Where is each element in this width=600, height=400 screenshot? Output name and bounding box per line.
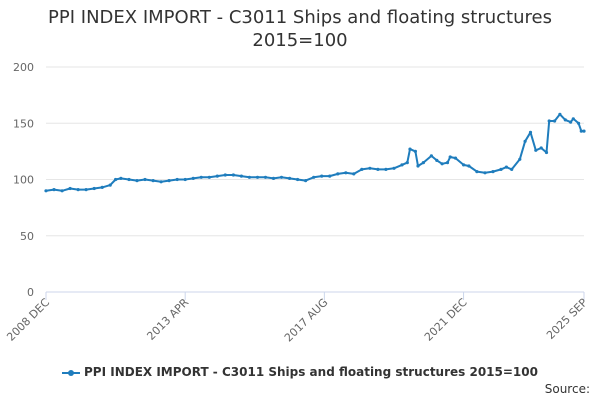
data-point-67 xyxy=(528,130,533,134)
data-point-9 xyxy=(114,177,118,182)
data-point-19 xyxy=(191,176,195,180)
data-point-75 xyxy=(569,120,573,124)
data-point-36 xyxy=(328,174,332,178)
data-point-44 xyxy=(392,166,396,170)
chart-title-line2: 2015=100 xyxy=(252,30,348,51)
data-point-5 xyxy=(84,188,88,192)
source-label: Source: xyxy=(544,382,590,396)
data-point-58 xyxy=(467,164,471,168)
data-point-74 xyxy=(563,118,567,122)
data-point-11 xyxy=(127,177,131,182)
data-point-73 xyxy=(558,112,562,116)
data-point-18 xyxy=(183,177,187,182)
data-point-66 xyxy=(523,139,527,143)
data-point-34 xyxy=(312,175,316,179)
data-point-4 xyxy=(76,188,80,192)
data-point-56 xyxy=(453,156,458,160)
data-point-32 xyxy=(296,177,300,182)
data-point-76 xyxy=(571,117,575,121)
data-point-39 xyxy=(352,172,356,176)
data-point-2 xyxy=(60,189,64,193)
data-point-72 xyxy=(553,119,557,123)
x-tick-label-4: 2025 SEP xyxy=(544,296,590,342)
data-point-53 xyxy=(440,162,444,166)
data-point-20 xyxy=(199,175,203,179)
data-point-40 xyxy=(360,167,364,171)
y-tick-label-150: 150 xyxy=(13,117,34,130)
data-point-12 xyxy=(135,179,139,183)
x-tick-label-0: 2008 DEC xyxy=(4,296,52,344)
y-tick-label-100: 100 xyxy=(13,174,34,187)
x-tick-label-1: 2013 APR xyxy=(144,296,191,343)
data-point-48 xyxy=(413,149,417,153)
data-point-13 xyxy=(143,177,147,182)
data-point-78 xyxy=(579,129,583,133)
data-point-0 xyxy=(44,189,48,193)
data-point-21 xyxy=(207,175,211,179)
data-point-17 xyxy=(175,177,179,182)
legend-series-label: PPI INDEX IMPORT - C3011 Ships and float… xyxy=(84,365,538,379)
x-tick-label-3: 2021 DEC xyxy=(422,296,470,344)
data-point-22 xyxy=(215,174,219,178)
data-point-37 xyxy=(336,172,340,176)
data-point-51 xyxy=(429,154,433,158)
x-tick-label-2: 2017 AUG xyxy=(282,296,331,345)
data-point-77 xyxy=(577,121,581,125)
data-point-64 xyxy=(510,167,514,171)
data-point-46 xyxy=(405,161,409,165)
data-point-3 xyxy=(68,186,72,191)
data-point-55 xyxy=(448,155,452,159)
data-point-60 xyxy=(483,171,487,175)
data-point-10 xyxy=(119,176,123,180)
data-point-57 xyxy=(462,163,466,167)
data-point-15 xyxy=(159,180,163,184)
data-point-54 xyxy=(445,161,450,165)
data-point-68 xyxy=(534,148,538,152)
data-point-47 xyxy=(408,147,412,151)
data-point-43 xyxy=(384,167,388,171)
data-point-31 xyxy=(288,176,292,180)
data-point-63 xyxy=(504,165,508,169)
data-point-33 xyxy=(304,179,308,183)
data-point-29 xyxy=(271,176,276,180)
data-point-70 xyxy=(544,150,549,155)
data-point-6 xyxy=(92,186,96,191)
data-point-25 xyxy=(239,174,243,178)
data-point-71 xyxy=(547,119,551,123)
data-point-30 xyxy=(279,175,284,179)
data-point-45 xyxy=(400,163,404,167)
data-point-27 xyxy=(255,175,260,179)
data-point-61 xyxy=(491,170,495,174)
chart-title: PPI INDEX IMPORT - C3011 Ships and float… xyxy=(0,6,600,52)
data-point-23 xyxy=(223,173,227,177)
data-point-69 xyxy=(539,146,543,150)
data-point-28 xyxy=(263,175,268,179)
y-tick-label-50: 50 xyxy=(20,230,34,243)
data-point-50 xyxy=(421,161,425,165)
y-tick-label-200: 200 xyxy=(13,61,34,74)
data-point-16 xyxy=(167,179,171,183)
data-point-79 xyxy=(582,129,586,133)
data-point-14 xyxy=(151,179,155,183)
data-point-38 xyxy=(344,171,348,175)
y-tick-label-0: 0 xyxy=(27,286,34,299)
data-point-62 xyxy=(499,167,503,171)
data-point-59 xyxy=(475,170,479,174)
data-point-52 xyxy=(435,158,439,162)
chart-title-line1: PPI INDEX IMPORT - C3011 Ships and float… xyxy=(48,7,552,28)
data-point-49 xyxy=(416,164,420,168)
data-point-65 xyxy=(518,157,522,161)
data-point-35 xyxy=(320,174,324,178)
data-point-7 xyxy=(100,185,104,189)
data-point-1 xyxy=(52,188,56,192)
legend-line-marker-icon xyxy=(62,368,81,378)
data-point-26 xyxy=(247,175,251,179)
data-point-8 xyxy=(108,183,112,187)
data-point-24 xyxy=(231,173,235,177)
legend[interactable]: PPI INDEX IMPORT - C3011 Ships and float… xyxy=(0,365,600,379)
data-point-41 xyxy=(368,166,372,170)
data-point-42 xyxy=(376,167,380,171)
